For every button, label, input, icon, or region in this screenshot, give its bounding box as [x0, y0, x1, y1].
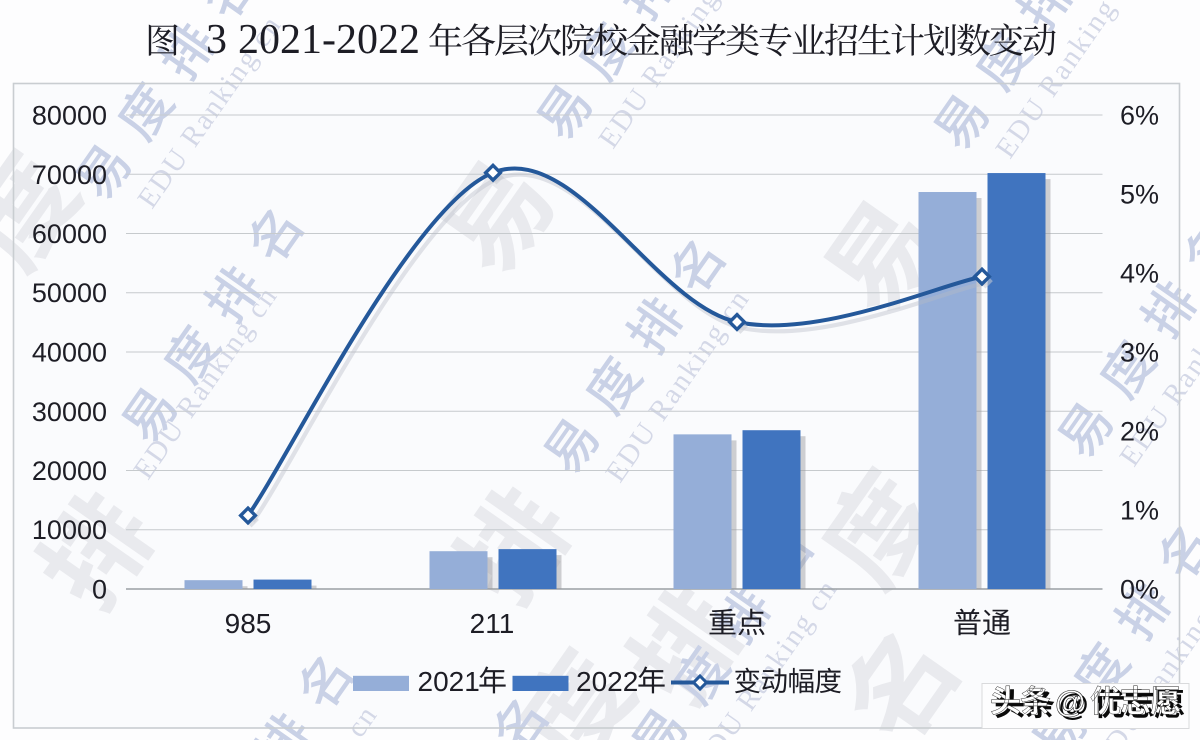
- svg-text:2022: 2022: [576, 666, 638, 697]
- svg-text:80000: 80000: [32, 101, 107, 131]
- svg-text:3: 3: [206, 17, 227, 63]
- svg-text:5%: 5%: [1120, 180, 1159, 210]
- svg-text:0%: 0%: [1120, 575, 1159, 605]
- svg-text:30000: 30000: [32, 397, 107, 427]
- svg-text:2021-2022: 2021-2022: [238, 17, 420, 63]
- svg-text:70000: 70000: [32, 160, 107, 190]
- svg-text:211: 211: [470, 608, 515, 639]
- svg-text:2021: 2021: [418, 666, 480, 697]
- svg-text:0: 0: [92, 575, 107, 605]
- svg-text:2%: 2%: [1120, 417, 1159, 447]
- svg-text:6%: 6%: [1120, 101, 1159, 131]
- svg-text:60000: 60000: [32, 219, 107, 249]
- svg-text:3%: 3%: [1120, 338, 1159, 368]
- svg-text:@: @: [1058, 687, 1088, 722]
- svg-text:50000: 50000: [32, 278, 107, 308]
- svg-text:20000: 20000: [32, 456, 107, 486]
- svg-text:@: @: [1055, 684, 1085, 719]
- svg-text:10000: 10000: [32, 515, 107, 545]
- svg-text:985: 985: [225, 608, 272, 639]
- svg-text:4%: 4%: [1120, 259, 1159, 289]
- svg-text:40000: 40000: [32, 338, 107, 368]
- svg-text:1%: 1%: [1120, 496, 1159, 526]
